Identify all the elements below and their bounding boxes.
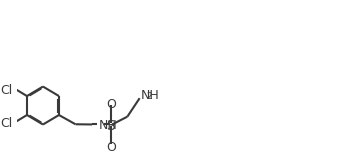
Text: Cl: Cl	[1, 84, 13, 97]
Text: NH: NH	[141, 89, 159, 102]
Text: Cl: Cl	[1, 117, 13, 130]
Text: NH: NH	[99, 119, 117, 133]
Text: S: S	[106, 119, 115, 133]
Text: O: O	[106, 141, 116, 154]
Text: O: O	[106, 98, 116, 111]
Text: 2: 2	[146, 92, 152, 101]
